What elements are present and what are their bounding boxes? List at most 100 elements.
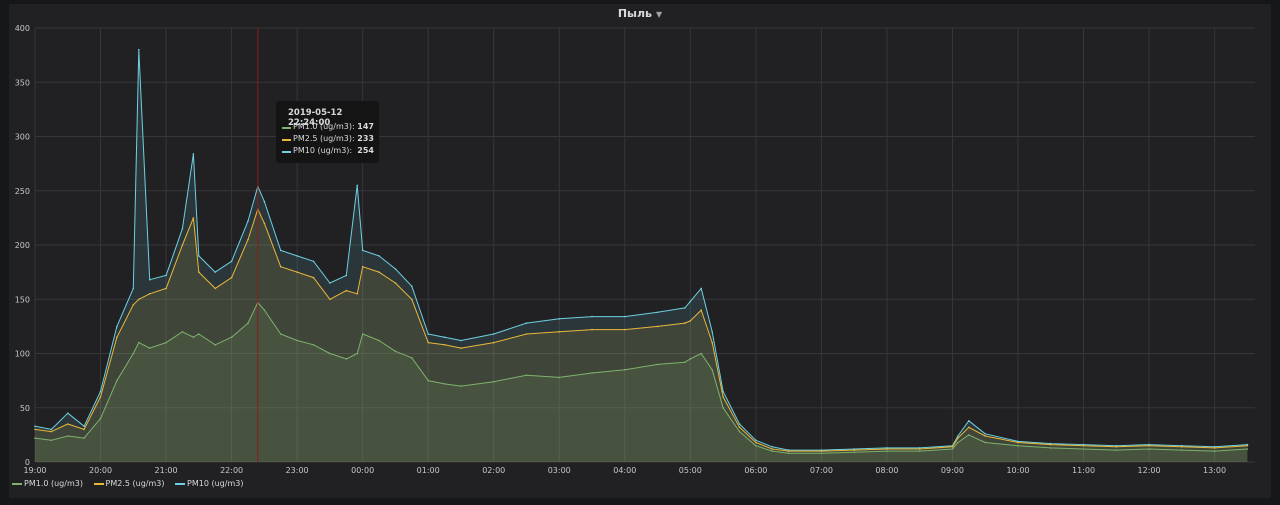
series-point <box>1246 444 1249 447</box>
series-point <box>656 311 659 314</box>
legend-label: PM10 (ug/m3) <box>187 479 244 488</box>
y-tick-label: 50 <box>20 404 30 413</box>
series-point <box>984 435 986 437</box>
series-point <box>1213 446 1216 448</box>
series-point <box>148 347 151 349</box>
legend-item-pm25[interactable]: PM2.5 (ug/m3) <box>93 479 164 488</box>
series-point <box>1082 443 1085 446</box>
series-point <box>427 341 430 344</box>
series-point <box>230 276 233 279</box>
series-point <box>722 396 724 398</box>
series-point <box>460 347 462 349</box>
series-point <box>711 369 713 371</box>
tooltip-series-value: 254 <box>357 146 374 155</box>
series-point <box>356 184 359 187</box>
chevron-down-icon[interactable]: ▼ <box>656 10 663 19</box>
series-point <box>1115 446 1118 448</box>
series-point <box>181 244 184 246</box>
series-point <box>591 372 593 374</box>
series-point <box>1115 449 1118 451</box>
series-point <box>165 274 167 277</box>
series-area <box>35 49 1248 462</box>
series-point <box>67 435 69 437</box>
series-point <box>427 333 430 335</box>
tooltip-row-pm10: PM10 (ug/m3): 254 <box>282 146 374 157</box>
tooltip-series-value: 147 <box>357 122 374 131</box>
series-point <box>132 352 135 355</box>
tooltip-series-name: PM10 (ug/m3): <box>293 146 353 155</box>
y-tick-label: 300 <box>15 133 30 142</box>
series-point <box>34 425 36 428</box>
series-point <box>689 320 692 322</box>
series-point <box>263 200 266 203</box>
y-tick-label: 250 <box>15 187 30 196</box>
y-tick-label: 350 <box>15 78 30 87</box>
series-point <box>279 249 282 252</box>
tooltip: 2019-05-12 22:24:00 PM1.0 (ug/m3): 147 P… <box>276 101 379 163</box>
series-area <box>35 209 1248 462</box>
series-point <box>394 282 397 284</box>
series-point <box>361 249 364 252</box>
legend-item-pm1[interactable]: PM1.0 (ug/m3) <box>12 479 83 488</box>
series-point <box>83 437 85 439</box>
series-point <box>492 333 495 335</box>
series-point <box>1181 446 1183 448</box>
series-point <box>116 336 118 339</box>
series-point <box>624 328 626 331</box>
series-point <box>138 48 140 51</box>
series-point <box>968 420 970 422</box>
series-point <box>1181 449 1183 451</box>
series-point <box>771 446 773 448</box>
series-point <box>99 396 102 398</box>
series-line <box>34 49 1248 451</box>
y-tick-label: 150 <box>15 295 30 304</box>
series-point <box>345 274 348 277</box>
tooltip-row-pm1: PM1.0 (ug/m3): 147 <box>282 122 374 133</box>
series-point <box>787 452 790 455</box>
series-point <box>132 287 135 290</box>
series-point <box>957 437 959 439</box>
series-point <box>181 331 184 333</box>
series-point <box>1181 444 1183 447</box>
series-point <box>296 255 298 257</box>
series-point <box>83 425 85 428</box>
series-point <box>198 271 200 273</box>
series-point <box>492 341 495 344</box>
series-point <box>312 276 315 279</box>
series-point <box>591 328 593 331</box>
series-point <box>312 344 315 346</box>
series-point <box>1050 447 1052 449</box>
series-point <box>624 369 626 371</box>
series-point <box>918 447 921 449</box>
series-point <box>214 287 216 290</box>
series-point <box>1148 444 1150 447</box>
series-point <box>525 333 528 335</box>
panel-title[interactable]: Пыль ▼ <box>9 7 1271 20</box>
legend-swatch <box>93 482 104 485</box>
series-point <box>853 448 855 450</box>
series-point <box>1148 443 1150 446</box>
x-tick-label: 02:00 <box>482 466 505 475</box>
series-point <box>1213 447 1216 449</box>
series-point <box>1017 440 1019 443</box>
tooltip-time: 2019-05-12 22:24:00 <box>288 108 343 128</box>
legend-item-pm10[interactable]: PM10 (ug/m3) <box>175 479 243 488</box>
x-tick-label: 19:00 <box>23 466 46 475</box>
series-point <box>394 350 397 353</box>
series-point <box>886 447 888 449</box>
series-point <box>700 309 702 311</box>
series-point <box>148 293 151 295</box>
x-tick-label: 05:00 <box>679 466 702 475</box>
series-point <box>787 450 790 452</box>
series-point <box>1213 450 1216 452</box>
series-point <box>411 298 413 301</box>
x-tick-label: 06:00 <box>744 466 767 475</box>
series-point <box>755 441 757 444</box>
series-point <box>34 428 36 431</box>
series-point <box>132 303 135 306</box>
series-point <box>656 363 659 366</box>
series-point <box>50 439 53 442</box>
series-point <box>116 325 118 328</box>
x-tick-label: 10:00 <box>1006 466 1029 475</box>
